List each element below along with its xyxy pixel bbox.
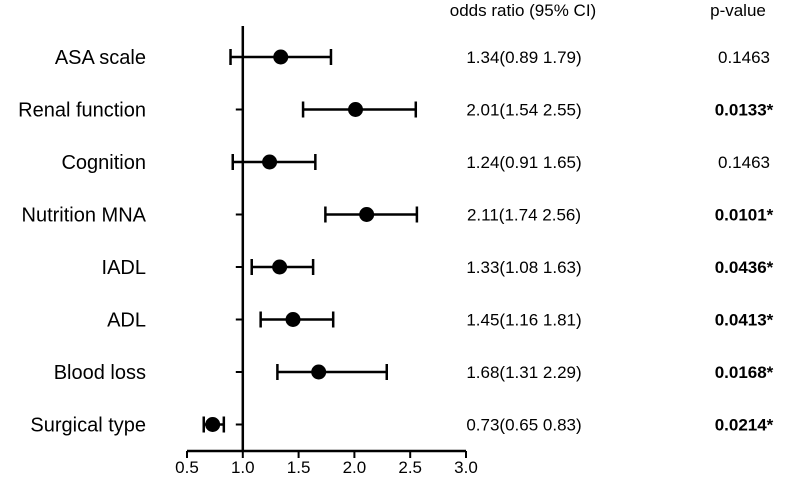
forest-row: ASA scale 1.34(0.89 1.79) 0.1463 [55,47,770,69]
odds-ratio-point [285,312,301,327]
row-label: Renal function [18,100,146,122]
ci-text: 1.34(0.89 1.79) [466,48,581,67]
forest-row: Cognition 1.24(0.91 1.65) 0.1463 [61,152,770,174]
row-label: Surgical type [30,415,146,437]
p-value-text: 0.0413* [715,311,774,330]
odds-ratio-point [205,417,221,432]
p-value-text: 0.0168* [715,363,774,382]
odds-ratio-point [311,364,327,380]
x-tick-label: 3.0 [454,458,478,477]
p-value-text: 0.1463 [718,48,770,67]
x-tick-label: 0.5 [175,458,199,477]
ci-text: 1.33(1.08 1.63) [466,258,581,277]
forest-row: Surgical type 0.73(0.65 0.83) 0.0214* [30,415,773,437]
row-label: ADL [107,310,146,332]
x-tick-label: 2.0 [343,458,367,477]
p-value-column-header: p-value [710,1,766,20]
x-tick-label: 1.0 [231,458,255,477]
x-tick-label: 2.5 [398,458,422,477]
row-label: ASA scale [55,47,146,69]
p-value-text: 0.0133* [715,101,774,120]
p-value-text: 0.0101* [715,206,774,225]
ci-text: 1.68(1.31 2.29) [466,363,581,382]
forest-row: Renal function 2.01(1.54 2.55) 0.0133* [18,100,774,122]
odds-ratio-point [348,102,364,117]
p-value-text: 0.0214* [715,416,774,435]
forest-row: IADL 1.33(1.08 1.63) 0.0436* [102,257,774,279]
forest-row: Blood loss 1.68(1.31 2.29) 0.0168* [54,362,774,384]
odds-ratio-point [262,154,278,170]
row-label: Cognition [61,152,146,174]
row-label: Nutrition MNA [22,205,147,227]
ci-text: 2.11(1.74 2.56) [467,206,581,225]
x-tick-label: 1.5 [287,458,311,477]
forest-row: Nutrition MNA 2.11(1.74 2.56) 0.0101* [22,205,774,227]
forest-row: ADL 1.45(1.16 1.81) 0.0413* [107,310,774,332]
p-value-text: 0.1463 [718,153,770,172]
ci-text: 2.01(1.54 2.55) [466,101,581,120]
row-label: Blood loss [54,362,146,384]
odds-ratio-point [273,49,289,65]
odds-ratio-point [272,259,288,275]
ci-text: 0.73(0.65 0.83) [466,416,581,435]
odds-ratio-point [359,207,375,222]
ci-column-header: odds ratio (95% CI) [450,1,596,20]
ci-text: 1.45(1.16 1.81) [466,311,581,330]
p-value-text: 0.0436* [715,258,774,277]
row-label: IADL [102,257,146,279]
ci-text: 1.24(0.91 1.65) [466,153,581,172]
